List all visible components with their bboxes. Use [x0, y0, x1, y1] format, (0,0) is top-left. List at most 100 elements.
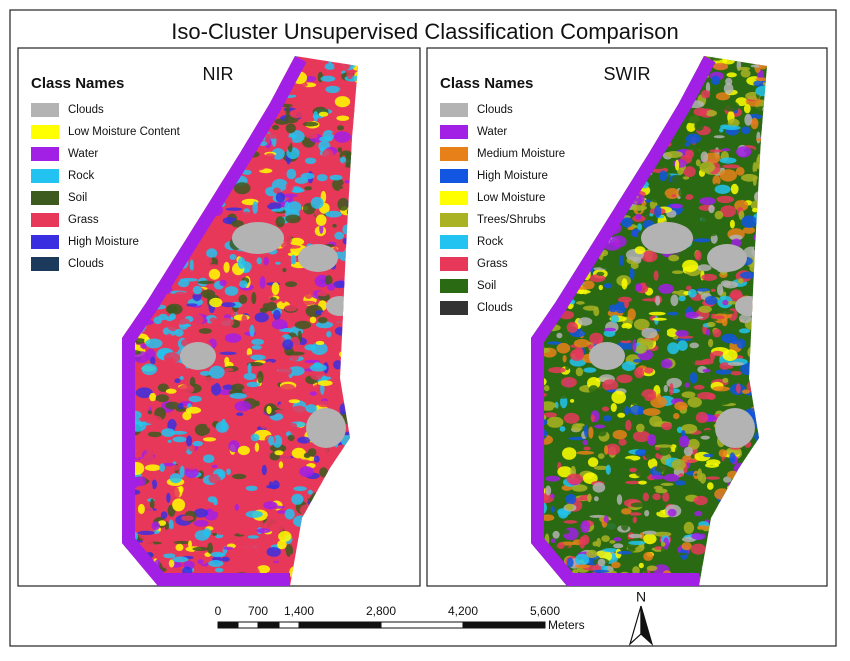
image-patch: [167, 439, 172, 443]
image-patch: [684, 113, 702, 124]
legend-label: Rock: [477, 236, 503, 248]
image-patch: [269, 522, 285, 533]
image-patch: [295, 459, 311, 465]
image-patch: [213, 498, 218, 506]
image-patch: [655, 295, 661, 306]
image-patch: [183, 457, 201, 470]
image-patch: [159, 549, 174, 554]
image-patch: [275, 216, 285, 228]
north-arrow-right: [640, 605, 654, 646]
image-patch: [712, 386, 730, 392]
image-patch: [245, 485, 258, 491]
image-patch: [290, 254, 297, 265]
image-patch: [670, 174, 684, 186]
image-patch: [557, 394, 569, 399]
image-patch: [658, 283, 674, 294]
panel-label: SWIR: [604, 64, 651, 84]
image-patch: [151, 521, 160, 531]
scale-unit: Meters: [548, 618, 585, 632]
image-patch: [737, 191, 742, 201]
image-patch: [224, 286, 239, 296]
image-patch: [325, 210, 342, 218]
image-patch: [590, 414, 595, 423]
image-patch: [629, 512, 642, 516]
image-patch: [618, 438, 627, 446]
image-patch: [673, 413, 680, 420]
image-patch: [604, 520, 616, 533]
image-patch: [698, 305, 712, 313]
image-patch: [190, 261, 204, 274]
image-patch: [739, 161, 750, 168]
image-patch: [319, 136, 333, 143]
image-patch: [212, 532, 218, 536]
image-patch: [251, 292, 257, 305]
image-patch: [642, 492, 650, 502]
image-patch: [142, 540, 155, 553]
image-patch: [204, 415, 219, 420]
image-patch: [305, 133, 319, 139]
image-patch: [634, 197, 643, 203]
image-patch: [627, 226, 635, 231]
image-patch: [638, 480, 647, 485]
image-patch: [723, 476, 732, 483]
image-patch: [592, 569, 609, 574]
image-patch: [236, 524, 250, 536]
legend-swatch: [440, 125, 468, 139]
image-patch: [635, 213, 642, 220]
image-patch: [665, 151, 683, 158]
image-patch: [713, 62, 729, 71]
image-patch: [241, 169, 252, 175]
image-patch: [184, 466, 199, 478]
legend-label: Soil: [477, 280, 496, 292]
image-patch: [712, 175, 721, 187]
image-patch: [741, 215, 758, 228]
image-patch: [565, 365, 570, 371]
image-patch: [274, 450, 284, 456]
cloud-patch: [180, 342, 216, 370]
image-patch: [705, 476, 721, 480]
image-patch: [178, 384, 195, 394]
image-patch: [621, 361, 636, 372]
image-patch: [246, 348, 253, 357]
image-patch: [268, 255, 277, 261]
image-patch: [576, 450, 595, 455]
image-patch: [209, 317, 217, 324]
image-patch: [198, 328, 212, 334]
image-patch: [327, 283, 336, 291]
legend-label: Rock: [68, 170, 94, 182]
image-patch: [144, 464, 161, 472]
image-patch: [573, 338, 590, 348]
image-patch: [267, 389, 282, 394]
legend-label: High Moisture: [68, 236, 139, 248]
image-patch: [722, 164, 741, 169]
image-patch: [597, 558, 606, 567]
image-patch: [557, 466, 573, 478]
image-patch: [140, 343, 147, 349]
image-patch: [252, 201, 258, 214]
image-patch: [309, 96, 328, 103]
image-patch: [241, 314, 248, 324]
image-patch: [570, 349, 584, 361]
legend-swatch: [440, 191, 468, 205]
image-patch: [203, 489, 214, 493]
image-patch: [251, 345, 262, 350]
image-patch: [249, 324, 255, 337]
image-patch: [286, 138, 291, 147]
image-patch: [290, 474, 300, 480]
image-patch: [556, 342, 571, 354]
image-patch: [262, 301, 277, 312]
legend-label: Clouds: [68, 258, 104, 270]
image-patch: [662, 492, 670, 502]
image-patch: [597, 453, 605, 459]
image-patch: [216, 225, 231, 237]
image-patch: [695, 159, 701, 167]
image-patch: [583, 367, 597, 373]
image-patch: [636, 423, 645, 433]
image-patch: [557, 432, 566, 440]
image-patch: [663, 384, 668, 393]
image-patch: [304, 117, 315, 122]
scale-label: 5,600: [530, 604, 560, 618]
image-patch: [587, 457, 599, 468]
image-patch: [730, 289, 743, 299]
